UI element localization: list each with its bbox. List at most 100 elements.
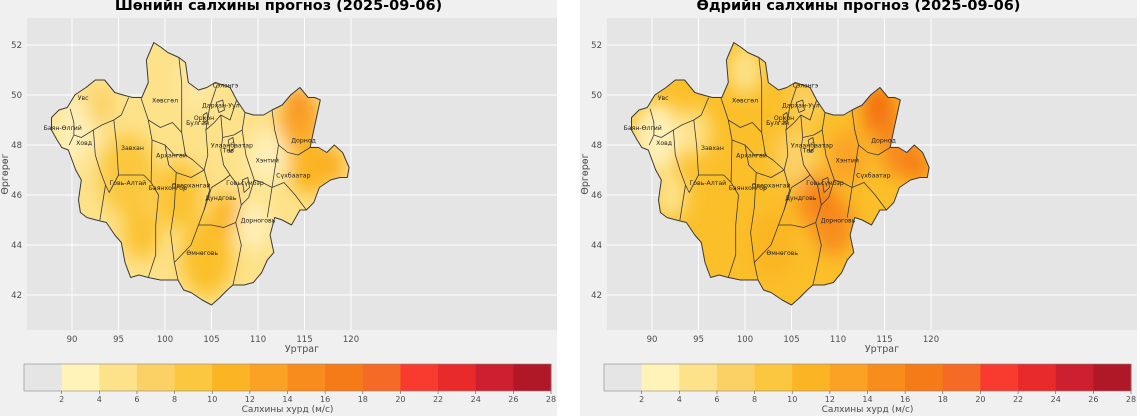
province-border-26: [215, 99, 225, 113]
wind-zone-2: [85, 84, 114, 126]
province-border-2: [93, 129, 106, 221]
colorbar-tick-label: 6: [134, 395, 139, 404]
colorbar-tick-label: 24: [471, 395, 481, 404]
y-tick-label: 46: [591, 191, 602, 201]
province-label: Төв: [802, 148, 815, 155]
province-label: Булган: [766, 120, 789, 127]
x-tick-label: 115: [876, 335, 892, 345]
province-border-18: [802, 112, 826, 138]
province-border-0: [68, 108, 75, 146]
province-label: Хөвсгөл: [152, 98, 178, 105]
colorbar-tick-label: 26: [508, 395, 518, 404]
province-label: Говь-Алтай: [689, 179, 726, 187]
wind-zone-10: [828, 130, 866, 185]
province-labels: Баян-Өлгий Увс Ховд Завхан Говь-Алтай Хөвсгөл…: [624, 83, 896, 258]
province-border-7: [178, 57, 183, 133]
colorbar-tick-label: 12: [245, 395, 255, 404]
x-tick-label: 115: [296, 335, 312, 345]
y-tick-label: 48: [591, 141, 602, 151]
y-tick-label: 50: [11, 91, 22, 101]
province-border-8: [731, 139, 766, 156]
province-border-9: [727, 182, 739, 278]
province-label: Баянхонгор: [149, 185, 187, 192]
colorbar-bin-9: [942, 364, 981, 391]
province-border-9: [147, 182, 159, 278]
province-border-12: [778, 204, 822, 228]
y-tick-label: 42: [591, 291, 602, 301]
province-border-12: [198, 204, 242, 228]
x-tick-label: 105: [783, 335, 799, 345]
province-label: Төв: [222, 148, 235, 155]
province-label: Өвөрхангай: [172, 182, 211, 190]
colorbar-bin-13: [513, 364, 552, 391]
province-label: Баянхонгор: [729, 185, 767, 192]
province-label: Сүхбаатар: [856, 172, 890, 180]
colorbar-tick-label: 22: [433, 395, 443, 404]
x-tick-label: 90: [647, 335, 658, 345]
province-border-14: [232, 222, 242, 286]
colorbar-label: Салхины хурд (м/с): [822, 405, 914, 415]
y-axis-label: Өргөрөг: [0, 153, 11, 194]
colorbar-bin-8: [905, 364, 944, 391]
colorbar-tick-label: 4: [97, 395, 102, 404]
colorbar-bin-12: [475, 364, 514, 391]
x-tick-label: 95: [113, 335, 124, 345]
wind-zone-9: [248, 130, 286, 185]
x-tick-label: 105: [203, 335, 219, 345]
province-label: Дорнод: [291, 138, 316, 145]
province-border-22: [271, 182, 307, 211]
colorbar-bin-8: [325, 364, 364, 391]
colorbar-bin-5: [212, 364, 251, 391]
province-borders: [648, 57, 891, 286]
colorbar-bin-11: [1018, 364, 1057, 391]
province-border-21: [278, 144, 311, 156]
province-label: Дархан-Уул: [202, 103, 240, 110]
colorbar-bin-13: [1093, 364, 1132, 391]
province-border-18: [222, 112, 246, 138]
colorbar-tick-label: 28: [546, 395, 556, 404]
colorbar-bin-11: [438, 364, 477, 391]
province-border-3: [685, 174, 732, 193]
province-border-7: [758, 57, 763, 133]
province-border-1: [73, 97, 130, 138]
province-label: Орхон: [194, 115, 214, 122]
colorbar-tick-label: 14: [862, 395, 872, 404]
province-border-13: [203, 174, 255, 211]
province-labels: Баян-Өлгий Увс Ховд Завхан Говь-Алтай Хөвсгөл…: [44, 83, 316, 258]
province-border-21: [858, 144, 891, 156]
wind-zone-10: [236, 200, 271, 250]
colorbar-tick-label: 24: [1051, 395, 1061, 404]
x-axis-label: Уртраг: [285, 344, 319, 355]
colorbar-bin-0: [24, 364, 63, 391]
province-border-11: [174, 169, 211, 263]
colorbar-bin-1: [641, 364, 680, 391]
colorbar-bin-9: [362, 364, 401, 391]
province-label: Дархан-Уул: [782, 103, 820, 110]
province-label: Ховд: [76, 140, 92, 147]
colorbar-tick-label: 6: [714, 395, 719, 404]
province-label: Говьсүмбэр: [806, 179, 844, 187]
province-border-5: [720, 97, 733, 183]
colorbar-tick-label: 4: [677, 395, 682, 404]
x-tick-label: 120: [923, 335, 939, 345]
night-map-title: Шөнийн салхины прогноз (2025-09-06): [114, 0, 443, 14]
y-tick-label: 42: [11, 291, 22, 301]
province-border-8: [151, 139, 186, 156]
y-tick-label: 46: [11, 191, 22, 201]
y-tick-label: 44: [591, 241, 602, 251]
colorbar-tick-label: 20: [975, 395, 985, 404]
x-tick-label: 120: [343, 335, 359, 345]
axis-ticks: 90 95 100 105 110 115 120 42 44 46 48 50 52: [591, 41, 939, 345]
province-border-16: [785, 99, 817, 131]
wind-zone-1: [653, 170, 688, 220]
province-label: Орхон: [774, 115, 794, 122]
province-label: Улаанбаатар: [791, 142, 833, 150]
y-axis-label: Өргөрөг: [580, 153, 591, 194]
province-label: Дундговь: [785, 195, 817, 202]
colorbar-tick-label: 10: [787, 395, 797, 404]
colorbar-bin-3: [136, 364, 176, 391]
y-tick-label: 44: [11, 241, 22, 251]
wind-zone-6: [749, 210, 797, 280]
province-border-19: [821, 129, 853, 188]
